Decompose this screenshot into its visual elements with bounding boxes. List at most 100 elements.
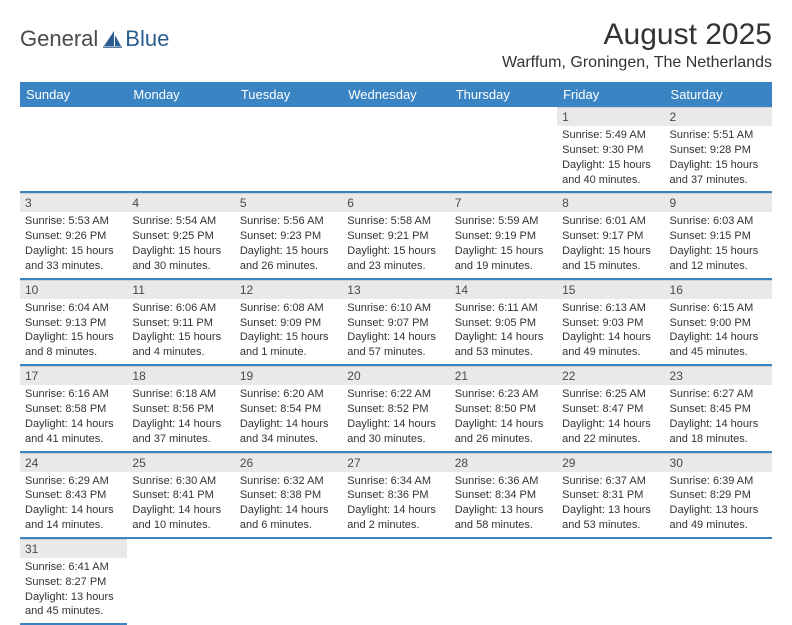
daylight-text: Daylight: 14 hours and 14 minutes. — [25, 503, 122, 533]
calendar-cell-empty — [342, 107, 449, 192]
day-details: Sunrise: 6:10 AMSunset: 9:07 PMDaylight:… — [342, 299, 449, 364]
day-number: 8 — [557, 193, 664, 212]
calendar-cell: 30Sunrise: 6:39 AMSunset: 8:29 PMDayligh… — [665, 452, 772, 538]
day-details: Sunrise: 6:29 AMSunset: 8:43 PMDaylight:… — [20, 472, 127, 537]
sunrise-text: Sunrise: 6:37 AM — [562, 474, 659, 489]
day-details: Sunrise: 6:37 AMSunset: 8:31 PMDaylight:… — [557, 472, 664, 537]
day-number: 9 — [665, 193, 772, 212]
sunset-text: Sunset: 9:05 PM — [455, 316, 552, 331]
day-number: 7 — [450, 193, 557, 212]
calendar-cell-empty — [665, 538, 772, 624]
day-number: 29 — [557, 453, 664, 472]
calendar-cell: 2Sunrise: 5:51 AMSunset: 9:28 PMDaylight… — [665, 107, 772, 192]
weekday-header: Monday — [127, 82, 234, 107]
day-details: Sunrise: 6:36 AMSunset: 8:34 PMDaylight:… — [450, 472, 557, 537]
sunrise-text: Sunrise: 6:30 AM — [132, 474, 229, 489]
calendar-cell: 1Sunrise: 5:49 AMSunset: 9:30 PMDaylight… — [557, 107, 664, 192]
sunset-text: Sunset: 8:50 PM — [455, 402, 552, 417]
daylight-text: Daylight: 14 hours and 18 minutes. — [670, 417, 767, 447]
day-number: 11 — [127, 280, 234, 299]
day-details: Sunrise: 6:18 AMSunset: 8:56 PMDaylight:… — [127, 385, 234, 450]
sunrise-text: Sunrise: 6:39 AM — [670, 474, 767, 489]
sunrise-text: Sunrise: 6:22 AM — [347, 387, 444, 402]
weekday-header: Tuesday — [235, 82, 342, 107]
calendar-cell-empty — [127, 538, 234, 624]
day-number: 4 — [127, 193, 234, 212]
weekday-header: Friday — [557, 82, 664, 107]
calendar-cell: 18Sunrise: 6:18 AMSunset: 8:56 PMDayligh… — [127, 365, 234, 451]
day-details: Sunrise: 6:25 AMSunset: 8:47 PMDaylight:… — [557, 385, 664, 450]
daylight-text: Daylight: 14 hours and 53 minutes. — [455, 330, 552, 360]
calendar-cell-empty — [342, 538, 449, 624]
calendar-cell: 10Sunrise: 6:04 AMSunset: 9:13 PMDayligh… — [20, 279, 127, 365]
day-details: Sunrise: 5:49 AMSunset: 9:30 PMDaylight:… — [557, 126, 664, 191]
day-number: 30 — [665, 453, 772, 472]
brand-part1: General — [20, 26, 98, 52]
daylight-text: Daylight: 15 hours and 23 minutes. — [347, 244, 444, 274]
day-details: Sunrise: 6:08 AMSunset: 9:09 PMDaylight:… — [235, 299, 342, 364]
calendar-cell-empty — [20, 107, 127, 192]
day-details: Sunrise: 6:23 AMSunset: 8:50 PMDaylight:… — [450, 385, 557, 450]
sunrise-text: Sunrise: 6:04 AM — [25, 301, 122, 316]
calendar-row: 10Sunrise: 6:04 AMSunset: 9:13 PMDayligh… — [20, 279, 772, 365]
day-number: 21 — [450, 366, 557, 385]
day-details: Sunrise: 6:06 AMSunset: 9:11 PMDaylight:… — [127, 299, 234, 364]
sunset-text: Sunset: 9:19 PM — [455, 229, 552, 244]
sunrise-text: Sunrise: 5:56 AM — [240, 214, 337, 229]
sunset-text: Sunset: 9:09 PM — [240, 316, 337, 331]
sunset-text: Sunset: 8:34 PM — [455, 488, 552, 503]
daylight-text: Daylight: 14 hours and 57 minutes. — [347, 330, 444, 360]
day-number: 10 — [20, 280, 127, 299]
daylight-text: Daylight: 14 hours and 30 minutes. — [347, 417, 444, 447]
day-number: 27 — [342, 453, 449, 472]
calendar-row: 1Sunrise: 5:49 AMSunset: 9:30 PMDaylight… — [20, 107, 772, 192]
page-header: General Blue August 2025 Warffum, Gronin… — [20, 18, 772, 72]
calendar-cell: 28Sunrise: 6:36 AMSunset: 8:34 PMDayligh… — [450, 452, 557, 538]
sunset-text: Sunset: 9:07 PM — [347, 316, 444, 331]
calendar-cell: 17Sunrise: 6:16 AMSunset: 8:58 PMDayligh… — [20, 365, 127, 451]
sunset-text: Sunset: 8:43 PM — [25, 488, 122, 503]
calendar-cell: 11Sunrise: 6:06 AMSunset: 9:11 PMDayligh… — [127, 279, 234, 365]
sunrise-text: Sunrise: 6:23 AM — [455, 387, 552, 402]
calendar-cell: 12Sunrise: 6:08 AMSunset: 9:09 PMDayligh… — [235, 279, 342, 365]
day-number: 25 — [127, 453, 234, 472]
sunrise-text: Sunrise: 6:10 AM — [347, 301, 444, 316]
daylight-text: Daylight: 14 hours and 22 minutes. — [562, 417, 659, 447]
sunset-text: Sunset: 8:56 PM — [132, 402, 229, 417]
sunset-text: Sunset: 8:54 PM — [240, 402, 337, 417]
sunrise-text: Sunrise: 6:29 AM — [25, 474, 122, 489]
daylight-text: Daylight: 14 hours and 41 minutes. — [25, 417, 122, 447]
brand-logo: General Blue — [20, 26, 169, 52]
calendar-cell-empty — [557, 538, 664, 624]
sunrise-text: Sunrise: 6:27 AM — [670, 387, 767, 402]
calendar-page: General Blue August 2025 Warffum, Gronin… — [0, 0, 792, 612]
calendar-cell: 20Sunrise: 6:22 AMSunset: 8:52 PMDayligh… — [342, 365, 449, 451]
sunrise-text: Sunrise: 5:51 AM — [670, 128, 767, 143]
day-number: 18 — [127, 366, 234, 385]
daylight-text: Daylight: 15 hours and 37 minutes. — [670, 158, 767, 188]
month-title: August 2025 — [502, 18, 772, 52]
calendar-cell: 31Sunrise: 6:41 AMSunset: 8:27 PMDayligh… — [20, 538, 127, 624]
day-details: Sunrise: 6:13 AMSunset: 9:03 PMDaylight:… — [557, 299, 664, 364]
daylight-text: Daylight: 13 hours and 45 minutes. — [25, 590, 122, 620]
sunrise-text: Sunrise: 6:36 AM — [455, 474, 552, 489]
day-details: Sunrise: 6:39 AMSunset: 8:29 PMDaylight:… — [665, 472, 772, 537]
day-number: 26 — [235, 453, 342, 472]
calendar-cell-empty — [127, 107, 234, 192]
weekday-header: Sunday — [20, 82, 127, 107]
sunrise-text: Sunrise: 6:41 AM — [25, 560, 122, 575]
day-details: Sunrise: 6:30 AMSunset: 8:41 PMDaylight:… — [127, 472, 234, 537]
sunset-text: Sunset: 8:58 PM — [25, 402, 122, 417]
sunrise-text: Sunrise: 6:32 AM — [240, 474, 337, 489]
calendar-cell-empty — [450, 538, 557, 624]
calendar-cell: 9Sunrise: 6:03 AMSunset: 9:15 PMDaylight… — [665, 192, 772, 278]
calendar-cell: 21Sunrise: 6:23 AMSunset: 8:50 PMDayligh… — [450, 365, 557, 451]
calendar-cell: 24Sunrise: 6:29 AMSunset: 8:43 PMDayligh… — [20, 452, 127, 538]
location-text: Warffum, Groningen, The Netherlands — [502, 54, 772, 72]
sunrise-text: Sunrise: 5:54 AM — [132, 214, 229, 229]
calendar-cell: 4Sunrise: 5:54 AMSunset: 9:25 PMDaylight… — [127, 192, 234, 278]
daylight-text: Daylight: 14 hours and 2 minutes. — [347, 503, 444, 533]
sunset-text: Sunset: 9:26 PM — [25, 229, 122, 244]
sunset-text: Sunset: 9:28 PM — [670, 143, 767, 158]
sunset-text: Sunset: 8:47 PM — [562, 402, 659, 417]
